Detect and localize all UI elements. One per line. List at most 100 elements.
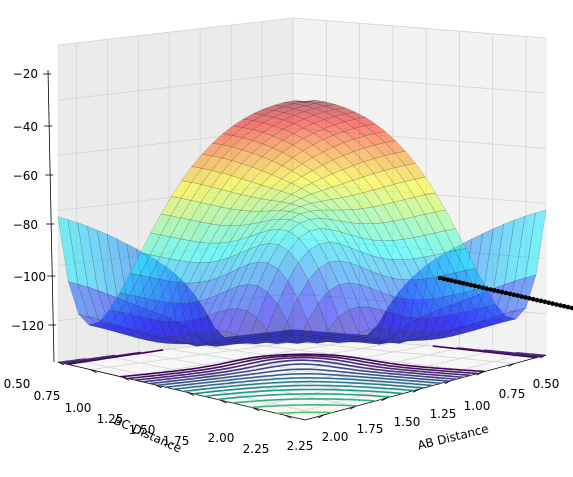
contour-line bbox=[59, 351, 545, 383]
x-tick-label: 1.75 bbox=[357, 422, 384, 436]
potential-surface bbox=[57, 100, 547, 347]
x-tick bbox=[220, 399, 227, 404]
x-tick-label: 1.50 bbox=[394, 415, 421, 429]
trajectory-point bbox=[538, 298, 544, 304]
y-axis-line bbox=[57, 361, 306, 421]
contour-line bbox=[276, 411, 333, 415]
x-tick-label: 0.75 bbox=[499, 387, 526, 401]
trajectory-point bbox=[507, 291, 513, 297]
trajectory-point bbox=[484, 286, 489, 291]
trajectory-point bbox=[499, 289, 505, 295]
trajectory-point bbox=[534, 297, 540, 303]
z-tick-label: −40 bbox=[13, 120, 38, 134]
contour-line bbox=[183, 380, 424, 393]
y-tick-label: 1.75 bbox=[163, 434, 190, 448]
grid-line bbox=[168, 32, 420, 390]
contour-line bbox=[165, 373, 442, 389]
trajectory-point bbox=[476, 284, 482, 290]
trajectory-point bbox=[523, 295, 528, 300]
grid-line bbox=[187, 28, 427, 393]
y-tick bbox=[444, 380, 452, 385]
x-tick-label: 0.50 bbox=[533, 377, 560, 391]
z-tick-label: −100 bbox=[13, 270, 46, 284]
z-tick-label: −60 bbox=[13, 169, 38, 183]
x-tick bbox=[122, 376, 130, 381]
trajectory-point bbox=[511, 292, 517, 298]
contour-line bbox=[217, 393, 391, 401]
x-tick bbox=[57, 361, 65, 366]
y-tick-label: 2.25 bbox=[243, 442, 270, 456]
x-axis-line bbox=[304, 354, 547, 421]
y-tick bbox=[412, 388, 420, 393]
z-tick-label: −80 bbox=[13, 218, 38, 232]
z-axis-line bbox=[47, 69, 55, 363]
y-tick bbox=[317, 414, 325, 419]
trajectory-point bbox=[546, 300, 551, 306]
trajectory-point bbox=[488, 287, 493, 292]
contour-line bbox=[173, 377, 433, 390]
y-tick bbox=[539, 354, 547, 359]
trajectory-point bbox=[480, 285, 486, 291]
trajectory-point bbox=[527, 296, 532, 301]
trajectory-point bbox=[464, 281, 470, 287]
x-tick-label: 2.00 bbox=[322, 430, 349, 444]
trajectory-point bbox=[449, 278, 454, 283]
x-tick bbox=[252, 407, 260, 412]
trajectory-point bbox=[457, 280, 462, 285]
trajectory-point bbox=[561, 303, 567, 309]
trajectory-point bbox=[550, 301, 555, 306]
contour-line bbox=[157, 368, 449, 387]
trajectory-point bbox=[445, 277, 451, 283]
z-tick-label: −120 bbox=[11, 319, 44, 333]
trajectory-point bbox=[495, 288, 501, 294]
y-tick-label: 0.50 bbox=[4, 377, 31, 391]
tick-marks bbox=[43, 73, 547, 419]
trajectory-point bbox=[461, 281, 466, 286]
trajectory-point bbox=[453, 279, 458, 284]
contour-line bbox=[204, 388, 404, 398]
x-tick bbox=[187, 392, 195, 396]
y-tick-label: 1.50 bbox=[129, 423, 156, 437]
trajectory-point bbox=[542, 299, 548, 305]
trajectory-point bbox=[441, 276, 447, 282]
y-tick-label: 2.00 bbox=[208, 431, 235, 445]
y-tick-label: 0.75 bbox=[34, 389, 61, 403]
trajectory-point bbox=[530, 296, 536, 302]
x-tick bbox=[155, 384, 162, 389]
trajectory-point bbox=[472, 283, 478, 289]
y-tick-label: 1.25 bbox=[97, 412, 124, 426]
axis-edges bbox=[47, 69, 547, 421]
contour-line bbox=[193, 384, 415, 395]
trajectory-point bbox=[515, 293, 520, 298]
y-tick bbox=[508, 363, 515, 367]
trajectory-point bbox=[558, 303, 563, 308]
x-tick-label: 1.00 bbox=[464, 399, 491, 413]
grid-line bbox=[57, 72, 547, 101]
surface-patch bbox=[294, 100, 316, 104]
y-tick bbox=[476, 371, 483, 376]
x-tick bbox=[285, 415, 292, 419]
grid-line bbox=[57, 17, 547, 46]
contour-line bbox=[251, 404, 358, 409]
x-axis-label: AB Distance bbox=[416, 422, 490, 453]
contour-line bbox=[232, 398, 376, 404]
y-tick-label: 1.00 bbox=[65, 401, 92, 415]
contour-line bbox=[149, 363, 457, 385]
trajectory-points bbox=[437, 275, 573, 311]
z-tick-label: −20 bbox=[13, 67, 38, 81]
contour-lines bbox=[59, 345, 545, 415]
trajectory-point bbox=[503, 290, 509, 296]
x-tick-label: 2.25 bbox=[287, 439, 314, 453]
x-tick-label: 1.25 bbox=[430, 407, 457, 421]
trajectory-point bbox=[554, 302, 559, 307]
trajectory-point bbox=[565, 304, 571, 310]
trajectory-point bbox=[519, 294, 524, 299]
x-tick bbox=[90, 369, 97, 373]
trajectory-point bbox=[569, 305, 573, 311]
y-tick bbox=[349, 405, 356, 410]
trajectory-point bbox=[492, 288, 497, 293]
y-tick bbox=[381, 397, 388, 402]
trajectory-point bbox=[437, 275, 443, 281]
trajectory-point bbox=[468, 282, 474, 288]
